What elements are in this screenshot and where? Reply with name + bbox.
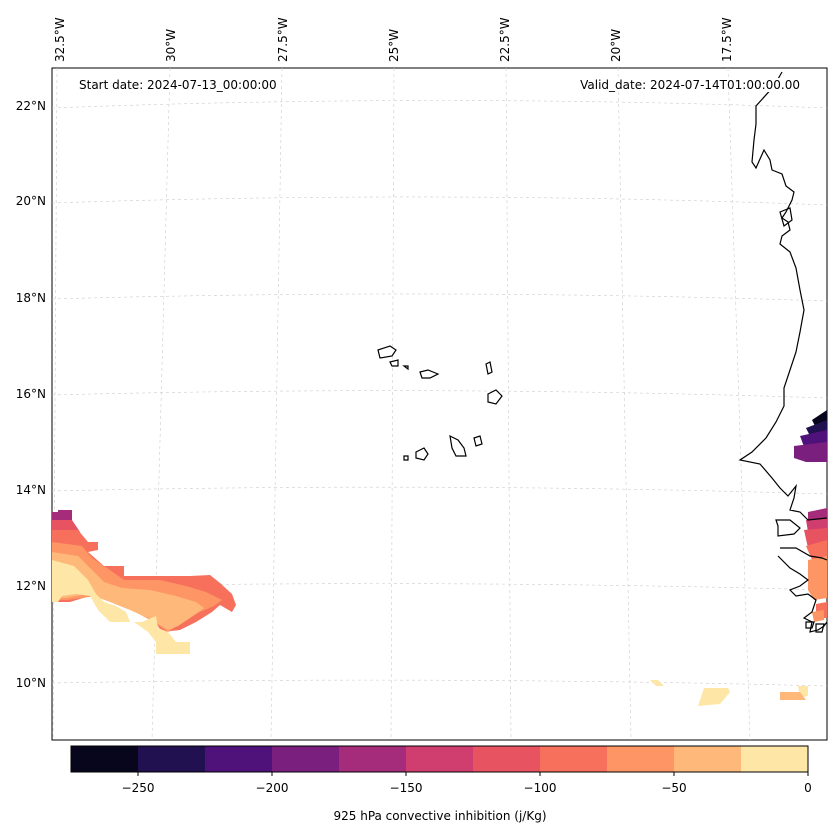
island-brava bbox=[403, 455, 409, 461]
gridline-lat-10 bbox=[51, 679, 828, 687]
colorbar-segment bbox=[741, 746, 808, 772]
island-santo-antao bbox=[377, 345, 397, 359]
colorbar-frame bbox=[70, 745, 809, 773]
colorbar-segment bbox=[71, 746, 138, 772]
colorbar-tick-label: −150 bbox=[389, 781, 423, 795]
gridline-lon-25 bbox=[390, 67, 395, 741]
coastline-gambia bbox=[775, 519, 801, 537]
colorbar-segment bbox=[205, 746, 272, 772]
lat-tick-16: 16°N bbox=[15, 387, 46, 401]
lat-tick-22: 22°N bbox=[15, 99, 46, 113]
coastline-mauritania-islet bbox=[779, 207, 793, 228]
colorbar-segment bbox=[272, 746, 339, 772]
colorbar-segment bbox=[473, 746, 540, 772]
lon-tick-20: 20°W bbox=[609, 28, 623, 62]
island-maio bbox=[473, 435, 483, 447]
colorbar-tick-label: 0 bbox=[804, 781, 812, 795]
colorbar-segment bbox=[674, 746, 741, 772]
colorbar-segment bbox=[540, 746, 607, 772]
lon-tick-22-5: 22.5°W bbox=[498, 17, 512, 62]
gridline-lat-22 bbox=[51, 100, 828, 109]
cin-region-south bbox=[650, 680, 808, 706]
valid-date-label: Valid_date: 2024-07-14T01:00:00.00 bbox=[580, 78, 800, 92]
island-boa-vista bbox=[487, 389, 503, 405]
gridline-lat-18 bbox=[51, 293, 828, 302]
gridline-lon-20 bbox=[617, 67, 632, 741]
gridline-lon-27-5 bbox=[270, 67, 283, 741]
island-sao-vicente bbox=[389, 359, 399, 367]
gridline-lat-20 bbox=[51, 196, 828, 206]
lat-tick-14: 14°N bbox=[15, 483, 46, 497]
lon-tick-30: 30°W bbox=[164, 28, 178, 62]
colorbar-tick-label: −50 bbox=[661, 781, 687, 795]
coastlines bbox=[738, 71, 828, 633]
lat-tick-12: 12°N bbox=[15, 579, 46, 593]
start-date-label: Start date: 2024-07-13_00:00:00 bbox=[79, 78, 277, 92]
island-fogo bbox=[415, 447, 429, 461]
lat-tick-10: 10°N bbox=[15, 676, 46, 690]
cape-verde-islands bbox=[377, 345, 503, 461]
colorbar-tick-label: −100 bbox=[523, 781, 557, 795]
colorbar-segment bbox=[406, 746, 473, 772]
colorbar-tick-label: −200 bbox=[255, 781, 289, 795]
colorbar-segment bbox=[339, 746, 406, 772]
colorbar-title: 925 hPa convective inhibition (j/Kg) bbox=[333, 809, 547, 823]
colorbar bbox=[70, 745, 809, 776]
coastline-bijagos-1 bbox=[805, 621, 815, 629]
gridline-lat-16 bbox=[51, 390, 828, 399]
coastline-senegal-south bbox=[780, 547, 828, 561]
coastline-guinea-bissau bbox=[777, 555, 828, 633]
cin-region-west bbox=[52, 510, 236, 654]
island-santa-luzia bbox=[402, 365, 409, 371]
gridline-lon-32-5 bbox=[52, 67, 58, 741]
gridline-lon-22-5 bbox=[505, 67, 512, 741]
colorbar-tick-label: −250 bbox=[121, 781, 155, 795]
lon-tick-25: 25°W bbox=[387, 28, 401, 62]
island-sao-nicolau bbox=[419, 369, 440, 379]
island-santiago bbox=[449, 434, 467, 457]
island-sal bbox=[485, 361, 493, 375]
colorbar-segment bbox=[607, 746, 674, 772]
gridline-lat-14 bbox=[51, 486, 828, 495]
gridline-lon-17-5 bbox=[727, 67, 751, 741]
cin-region-east bbox=[794, 410, 827, 622]
lon-tick-17-5: 17.5°W bbox=[720, 17, 734, 62]
coastline-bijagos-2 bbox=[815, 623, 825, 633]
coastline-west-africa bbox=[738, 71, 828, 521]
lat-tick-20: 20°N bbox=[15, 194, 46, 208]
colorbar-segment bbox=[138, 746, 205, 772]
lon-tick-27-5: 27.5°W bbox=[276, 17, 290, 62]
lon-tick-32-5: 32.5°W bbox=[53, 17, 67, 62]
lat-tick-18: 18°N bbox=[15, 291, 46, 305]
